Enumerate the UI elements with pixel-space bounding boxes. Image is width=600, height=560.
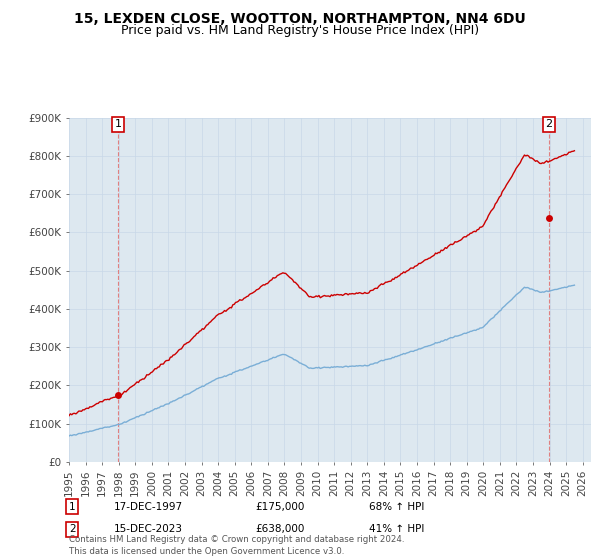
Text: £638,000: £638,000 — [255, 524, 304, 534]
Text: 68% ↑ HPI: 68% ↑ HPI — [369, 502, 424, 512]
Text: £175,000: £175,000 — [255, 502, 304, 512]
Text: 41% ↑ HPI: 41% ↑ HPI — [369, 524, 424, 534]
Text: 17-DEC-1997: 17-DEC-1997 — [114, 502, 183, 512]
Text: 1: 1 — [115, 119, 122, 129]
Text: 1: 1 — [69, 502, 76, 512]
Text: 2: 2 — [69, 524, 76, 534]
Text: 15, LEXDEN CLOSE, WOOTTON, NORTHAMPTON, NN4 6DU: 15, LEXDEN CLOSE, WOOTTON, NORTHAMPTON, … — [74, 12, 526, 26]
Text: 15-DEC-2023: 15-DEC-2023 — [114, 524, 183, 534]
Text: Price paid vs. HM Land Registry's House Price Index (HPI): Price paid vs. HM Land Registry's House … — [121, 24, 479, 36]
Text: 2: 2 — [545, 119, 553, 129]
Text: Contains HM Land Registry data © Crown copyright and database right 2024.
This d: Contains HM Land Registry data © Crown c… — [69, 535, 404, 556]
